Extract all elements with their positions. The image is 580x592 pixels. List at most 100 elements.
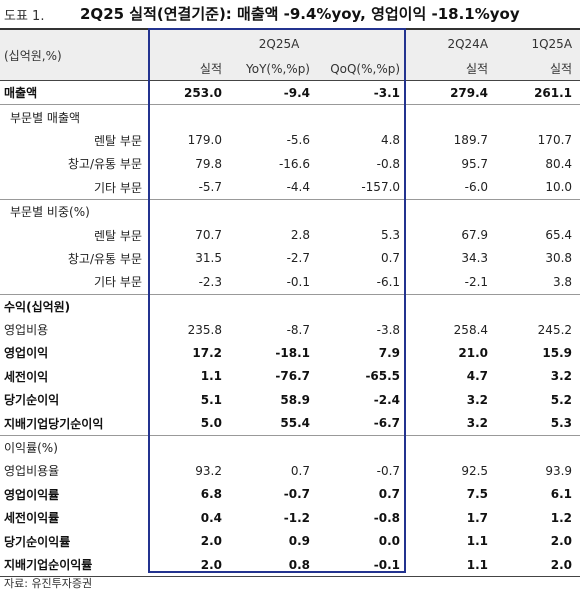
value-2q24a-actual: 4.7 [466,369,489,384]
value-1q25a-actual [496,104,580,129]
value-1q25a-actual: 6.1 [550,487,573,502]
value-2q25a-yoy [230,293,318,318]
row-label: 창고/유통 부문 [67,251,142,266]
row-label: 기타 부문 [94,275,142,290]
value-2q25a-qoq: -0.7 [376,463,401,478]
value-2q25a-actual: 93.2 [195,463,222,478]
value-2q25a-qoq [318,198,409,224]
value-2q25a-yoy: -2.7 [286,251,310,266]
sub-header-yoy: YoY(%,%p) [230,57,318,81]
value-2q25a-qoq: 7.9 [378,345,401,360]
value-2q24a-actual: 258.4 [453,322,489,337]
value-2q25a-yoy: -5.6 [286,133,310,148]
row-label: 렌탈 부문 [94,228,142,243]
table-row: 렌탈 부문 70.7 2.8 5.3 67.9 65.4 [0,223,580,246]
value-2q24a-actual: 21.0 [458,345,489,360]
table-row: 수익(십억원) [0,293,580,318]
row-label: 수익(십억원) [0,293,152,318]
table-row: 지배기업순이익률 2.0 0.8 -0.1 1.1 2.0 [0,552,580,578]
col-header-2q24a: 2Q24A [408,30,497,57]
table-row: 세전이익률 0.4 -1.2 -0.8 1.7 1.2 [0,506,580,529]
source-note: 자료: 유진투자증권 [4,577,93,590]
row-label: 당기순이익률 [4,534,71,549]
value-2q25a-actual: 17.2 [192,345,222,360]
value-2q25a-qoq: 0.0 [378,534,401,549]
value-2q25a-qoq: -3.1 [318,79,409,105]
value-2q25a-qoq: -3.8 [376,322,401,337]
value-2q24a-actual: 67.9 [461,228,489,243]
value-2q24a-actual: -6.0 [464,180,489,195]
value-2q25a-qoq: 0.7 [378,487,401,502]
table-row: 영업이익률 6.8 -0.7 0.7 7.5 6.1 [0,483,580,506]
value-1q25a-actual: 1.2 [550,510,573,525]
value-2q25a-yoy: 2.8 [290,228,310,243]
value-2q25a-yoy [230,104,318,129]
value-1q25a-actual: 93.9 [545,463,573,478]
row-label: 매출액 [0,79,152,105]
table-row: 창고/유통 부문 31.5 -2.7 0.7 34.3 30.8 [0,247,580,270]
row-label: 이익률(%) [0,434,152,460]
value-2q25a-qoq [318,293,409,318]
value-2q25a-yoy: 55.4 [280,416,310,431]
value-2q24a-actual: 1.1 [466,534,489,549]
value-2q25a-actual: 1.1 [200,369,222,384]
value-2q25a-actual: 6.8 [200,487,222,502]
value-2q25a-yoy: -18.1 [275,345,310,360]
value-2q24a-actual: 1.1 [408,552,497,578]
value-2q25a-actual: 2.0 [152,552,230,578]
value-1q25a-actual: 3.8 [552,274,573,289]
page-title: 2Q25 실적(연결기준): 매출액 -9.4%yoy, 영업이익 -18.1%… [80,5,520,23]
value-2q25a-qoq: 4.8 [380,133,401,148]
header-row-sub: 실적 YoY(%,%p) QoQ(%,%p) 실적 실적 [0,57,580,81]
value-2q25a-yoy [230,198,318,224]
value-2q25a-yoy: -8.7 [286,322,310,337]
sub-header-actual: 실적 [152,57,230,81]
table-row: 당기순이익률 2.0 0.9 0.0 1.1 2.0 [0,529,580,552]
value-2q25a-qoq: -65.5 [365,369,401,384]
value-2q24a-actual: 92.5 [461,463,489,478]
value-2q25a-yoy: 0.7 [290,463,310,478]
value-2q25a-qoq: -0.8 [376,156,401,171]
unit-label: (십억원,%) [0,30,152,81]
table-row: 부문별 비중(%) [0,198,580,224]
value-1q25a-actual [496,293,580,318]
table-row: 부문별 매출액 [0,104,580,129]
table-row: 기타 부문 -5.7 -4.4 -157.0 -6.0 10.0 [0,176,580,200]
table-row: 세전이익 1.1 -76.7 -65.5 4.7 3.2 [0,365,580,388]
value-2q25a-yoy: 0.8 [230,552,318,578]
value-2q25a-actual: 5.1 [200,392,222,407]
value-2q25a-qoq: -6.1 [376,274,401,289]
value-2q24a-actual: 189.7 [453,133,489,148]
value-2q24a-actual [408,293,497,318]
value-2q25a-yoy: 0.9 [288,534,310,549]
col-header-1q25a: 1Q25A [496,30,580,57]
value-2q25a-actual: -2.3 [198,274,222,289]
value-1q25a-actual: 5.2 [550,392,573,407]
value-2q25a-actual [152,434,230,460]
table-row: 영업비용율 93.2 0.7 -0.7 92.5 93.9 [0,459,580,482]
value-2q25a-yoy: -0.1 [286,274,310,289]
value-2q25a-yoy: -1.2 [283,510,310,525]
value-2q25a-actual [152,293,230,318]
row-label: 영업이익률 [4,487,60,502]
value-1q25a-actual: 65.4 [545,228,573,243]
value-2q24a-actual: 95.7 [461,156,489,171]
value-2q25a-qoq: -0.1 [318,552,409,578]
value-1q25a-actual: 10.0 [545,180,573,195]
value-2q25a-actual: 5.0 [200,416,222,431]
title-bar: 도표 1. 2Q25 실적(연결기준): 매출액 -9.4%yoy, 영업이익 … [0,0,580,28]
value-2q25a-qoq [318,104,409,129]
value-1q25a-actual: 5.3 [550,416,573,431]
table-row: 지배기업당기순이익 5.0 55.4 -6.7 3.2 5.3 [0,411,580,435]
value-2q25a-actual: 253.0 [152,79,230,105]
row-label: 세전이익 [4,369,49,384]
value-2q24a-actual: 3.2 [466,416,489,431]
row-label: 부문별 비중(%) [0,198,152,224]
table-row: 매출액 253.0 -9.4 -3.1 279.4 261.1 [0,79,580,105]
value-2q25a-qoq: -0.8 [373,510,401,525]
value-2q25a-actual [152,104,230,129]
value-2q24a-actual: -2.1 [464,274,489,289]
value-2q25a-qoq: -2.4 [373,392,401,407]
table-row: 당기순이익 5.1 58.9 -2.4 3.2 5.2 [0,388,580,411]
